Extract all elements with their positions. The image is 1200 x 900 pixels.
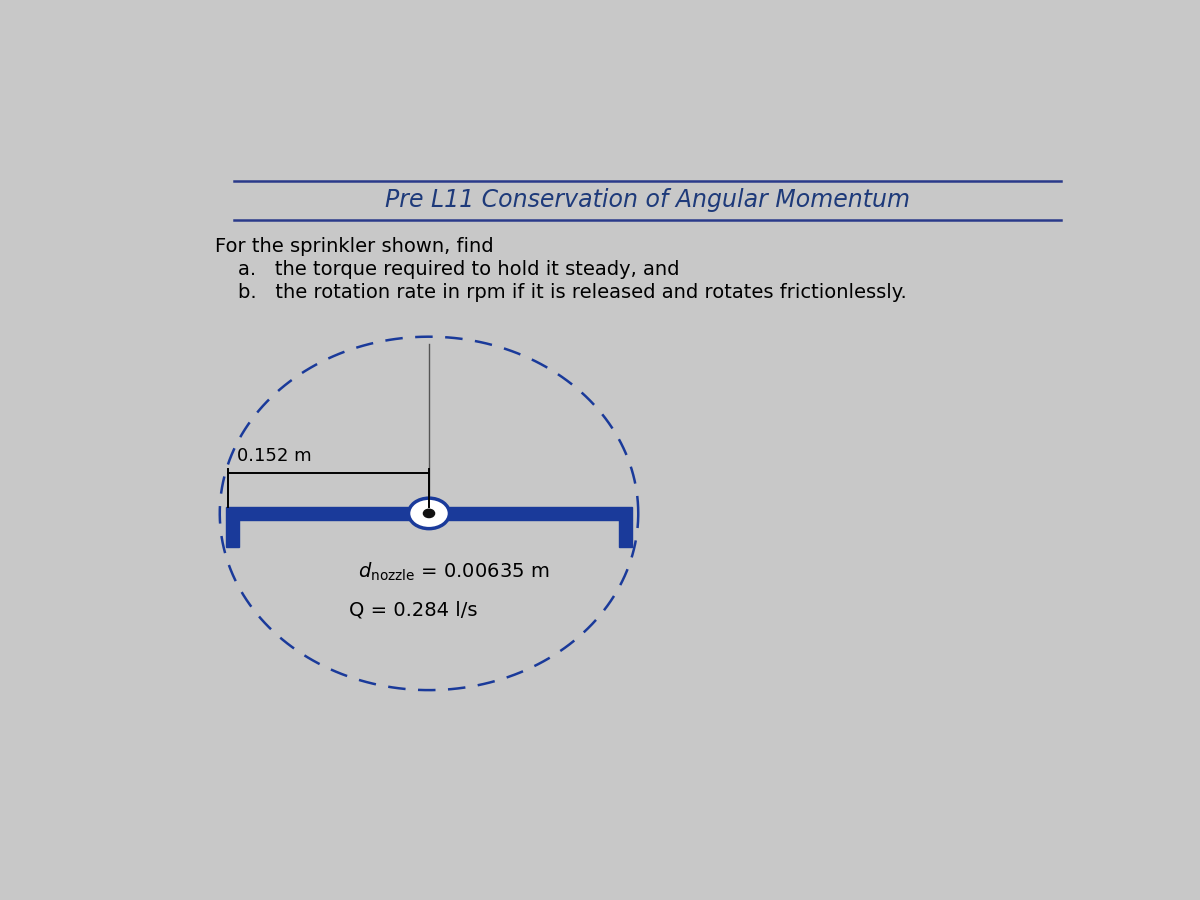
Circle shape	[408, 499, 450, 528]
Circle shape	[424, 509, 434, 518]
Text: Q = 0.284 l/s: Q = 0.284 l/s	[349, 600, 478, 619]
Text: b.   the rotation rate in rpm if it is released and rotates frictionlessly.: b. the rotation rate in rpm if it is rel…	[239, 283, 907, 302]
FancyBboxPatch shape	[227, 519, 239, 547]
Text: 0.152 m: 0.152 m	[238, 447, 312, 465]
Text: Pre L11 Conservation of Angular Momentum: Pre L11 Conservation of Angular Momentum	[385, 188, 910, 212]
Text: For the sprinkler shown, find: For the sprinkler shown, find	[215, 237, 493, 256]
FancyBboxPatch shape	[619, 519, 631, 547]
Text: a.   the torque required to hold it steady, and: a. the torque required to hold it steady…	[239, 260, 680, 279]
FancyBboxPatch shape	[227, 508, 631, 519]
Text: $d_{\mathregular{nozzle}}$ = 0.00635 m: $d_{\mathregular{nozzle}}$ = 0.00635 m	[358, 561, 550, 583]
